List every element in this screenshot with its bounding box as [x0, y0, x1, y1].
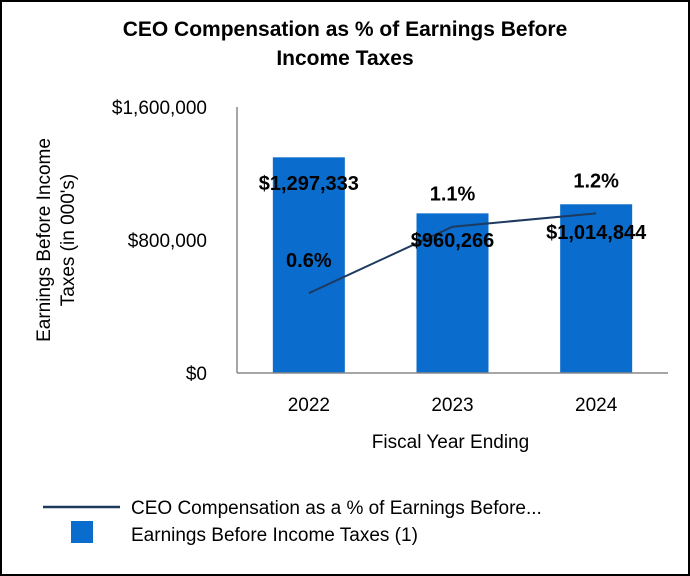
- legend-label-line-series: CEO Compensation as a % of Earnings Befo…: [131, 498, 542, 519]
- bar-value-label: $960,266: [411, 230, 494, 252]
- legend-swatch-bar: [71, 521, 93, 543]
- y-axis-title-line-1: Earnings Before Income: [34, 138, 55, 342]
- line-value-label: 1.2%: [573, 170, 619, 192]
- bar-2024: [560, 204, 633, 373]
- legend-label-bar-series: Earnings Before Income Taxes (1): [131, 525, 418, 546]
- bar-value-label: $1,014,844: [546, 222, 647, 244]
- y-tick-label: $1,600,000: [112, 98, 207, 119]
- bar-2022: [272, 157, 345, 373]
- legend: CEO Compensation as a % of Earnings Befo…: [43, 498, 542, 546]
- bar-2023: [416, 213, 489, 373]
- x-tick-label: 2023: [431, 395, 473, 416]
- chart-title-line-2: Income Taxes: [276, 47, 414, 70]
- chart-title-line-1: CEO Compensation as % of Earnings Before: [122, 18, 568, 41]
- x-tick-label: 2024: [575, 395, 618, 416]
- y-tick-label: $0: [186, 364, 207, 385]
- line-value-label: 0.6%: [286, 250, 332, 272]
- x-axis-title: Fiscal Year Ending: [372, 432, 529, 453]
- y-tick-label: $800,000: [128, 231, 207, 252]
- line-value-label: 1.1%: [430, 184, 476, 206]
- bar-value-label: $1,297,333: [259, 173, 359, 195]
- y-axis-title-line-2: Taxes (in 000's): [58, 174, 79, 306]
- line-series-ceo-compensation: [308, 212, 597, 295]
- x-tick-label: 2022: [288, 395, 330, 416]
